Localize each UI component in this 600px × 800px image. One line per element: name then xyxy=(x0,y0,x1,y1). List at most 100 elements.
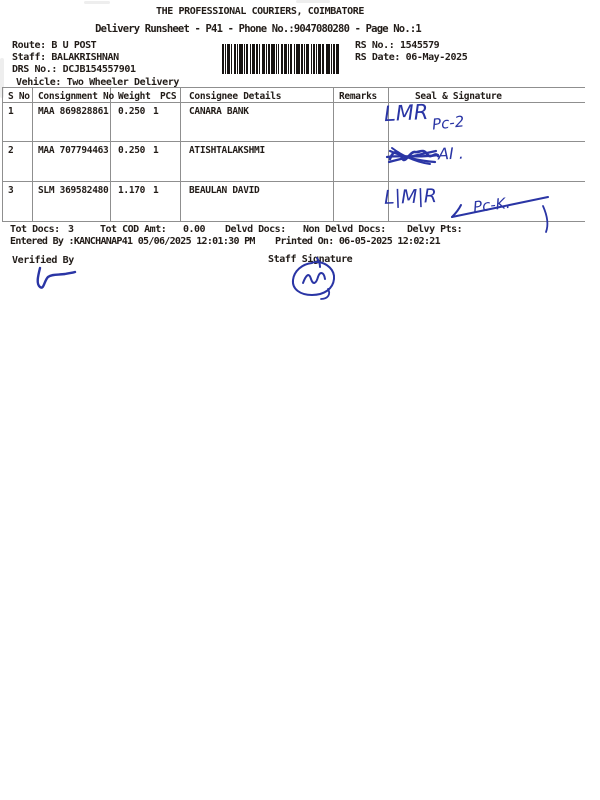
barcode-bar xyxy=(318,44,321,74)
barcode-bar xyxy=(250,44,251,74)
col-header-s-no: S No xyxy=(3,88,33,103)
scan-smudge xyxy=(0,58,4,98)
scan-smudge xyxy=(84,1,110,4)
barcode-bar xyxy=(239,44,243,74)
non-delvd-docs-label: Non Delvd Docs: xyxy=(303,224,386,235)
barcode-bar xyxy=(326,44,330,74)
tot-cod-label: Tot COD Amt: xyxy=(100,224,167,235)
table-row-3-weight-pcs: 1.170 1 xyxy=(111,182,181,222)
tot-cod-value: 0.00 xyxy=(183,224,206,235)
barcode-bar xyxy=(222,44,224,74)
summary-line: Tot Docs: 3 Tot COD Amt: 0.00 Delvd Docs… xyxy=(0,224,600,236)
col-header-consignment-no: Consignment No xyxy=(33,88,114,103)
barcode-bar xyxy=(304,44,305,74)
handwritten-seal-row-1: LMR xyxy=(383,99,430,127)
page-title: THE PROFESSIONAL COURIERS, COIMBATORE xyxy=(156,6,364,17)
barcode-bar xyxy=(244,44,245,74)
col-header-seal-signature: Seal & Signature xyxy=(389,88,585,103)
barcode-bar xyxy=(284,44,287,74)
col-header-weight: Weight xyxy=(118,91,151,102)
barcode-bar xyxy=(316,44,317,74)
tot-docs-label: Tot Docs: xyxy=(10,224,60,235)
barcode-bar xyxy=(231,44,232,74)
table-row-3-weight: 1.170 xyxy=(118,185,146,196)
barcode-bar xyxy=(268,44,270,74)
barcode-bar xyxy=(294,44,295,74)
consignment-table: S No Consignment No Weight PCS Consignee … xyxy=(2,87,585,222)
table-row-3-remarks xyxy=(334,182,389,222)
table-row-1-weight: 0.250 xyxy=(118,106,146,117)
page-subtitle: Delivery Runsheet - P41 - Phone No.:9047… xyxy=(95,23,422,35)
col-header-consignee: Consignee Details xyxy=(181,88,334,103)
barcode-bar xyxy=(276,44,277,74)
delvy-pts-label: Delvy Pts: xyxy=(407,224,463,235)
barcode-bar xyxy=(306,44,309,74)
col-header-remarks: Remarks xyxy=(334,88,389,103)
barcode-bar xyxy=(288,44,289,74)
barcode-bar xyxy=(331,44,332,74)
table-row-1-s-no: 1 xyxy=(3,103,33,142)
handwritten-note-row-2: AI . xyxy=(437,143,465,164)
rs-date-field: RS Date: 06-May-2025 xyxy=(355,52,468,63)
staff-field: Staff: BALAKRISHNAN xyxy=(12,52,119,63)
table-row-2-pcs: 1 xyxy=(153,145,159,156)
table-row-1-consignment-no: MAA 869828861 xyxy=(33,103,111,142)
table-row-3-s-no: 3 xyxy=(3,182,33,222)
drs-no-field: DRS No.: DCJB154557901 xyxy=(12,64,136,75)
col-header-weight-pcs: Weight PCS xyxy=(111,88,181,103)
verified-by-signature xyxy=(36,266,77,289)
col-header-pcs: PCS xyxy=(160,91,177,102)
table-row-2-s-no: 2 xyxy=(3,142,33,182)
barcode-bar xyxy=(234,44,236,74)
barcode-bar xyxy=(313,44,315,74)
table-row-2-consignee: ATISHTALAKSHMI xyxy=(181,142,334,182)
barcode-bar xyxy=(225,44,226,74)
audit-line: Entered By :KANCHANAP41 05/06/2025 12:01… xyxy=(0,236,600,248)
table-row-3-pcs: 1 xyxy=(153,185,159,196)
table-row-1-seal xyxy=(389,103,585,142)
table-row-2-remarks xyxy=(334,142,389,182)
route-field: Route: B U POST xyxy=(12,40,97,51)
barcode-bar xyxy=(336,44,339,74)
vehicle-field: Vehicle: Two Wheeler Delivery xyxy=(16,77,179,88)
handwritten-note-row-1: Pc-2 xyxy=(431,112,466,134)
delvd-docs-label: Delvd Docs: xyxy=(225,224,286,235)
barcode-bar xyxy=(266,44,267,74)
barcode-bar xyxy=(237,44,238,74)
entered-by-field: Entered By :KANCHANAP41 05/06/2025 12:01… xyxy=(10,236,255,247)
barcode-bar xyxy=(333,44,335,74)
barcode-bar xyxy=(256,44,258,74)
table-row-3-seal xyxy=(389,182,585,222)
barcode-bar xyxy=(290,44,292,74)
rs-no-field: RS No.: 1545579 xyxy=(355,40,440,51)
table-row-1-consignee: CANARA BANK xyxy=(181,103,334,142)
table-row-2-weight-pcs: 0.250 1 xyxy=(111,142,181,182)
barcode-bar xyxy=(227,44,230,74)
table-row-2-seal xyxy=(389,142,585,182)
handwritten-seal-row-3: L|M|R xyxy=(383,185,438,209)
rs-barcode xyxy=(222,44,346,74)
barcode-bar xyxy=(262,44,265,74)
scan-smudge xyxy=(296,0,330,3)
table-row-2-consignment-no: MAA 707794463 xyxy=(33,142,111,182)
barcode-bar xyxy=(311,44,312,74)
barcode-bar xyxy=(246,44,248,74)
table-row-1-weight-pcs: 0.250 1 xyxy=(111,103,181,142)
barcode-bar xyxy=(252,44,255,74)
staff-signature-label: Staff Signature xyxy=(268,254,353,265)
table-row-2-weight: 0.250 xyxy=(118,145,146,156)
tot-docs-value: 3 xyxy=(68,224,74,235)
table-row-3-consignment-no: SLM 369582480 xyxy=(33,182,111,222)
barcode-bar xyxy=(278,44,279,74)
verified-by-label: Verified By xyxy=(12,255,74,266)
table-row-1-pcs: 1 xyxy=(153,106,159,117)
barcode-bar xyxy=(259,44,260,74)
table-row-1-remarks xyxy=(334,103,389,142)
barcode-bar xyxy=(271,44,275,74)
printed-on-field: Printed On: 06-05-2025 12:02:21 xyxy=(275,236,441,247)
barcode-bar xyxy=(296,44,300,74)
barcode-bar xyxy=(281,44,283,74)
barcode-bar xyxy=(322,44,324,74)
barcode-bar xyxy=(301,44,303,74)
